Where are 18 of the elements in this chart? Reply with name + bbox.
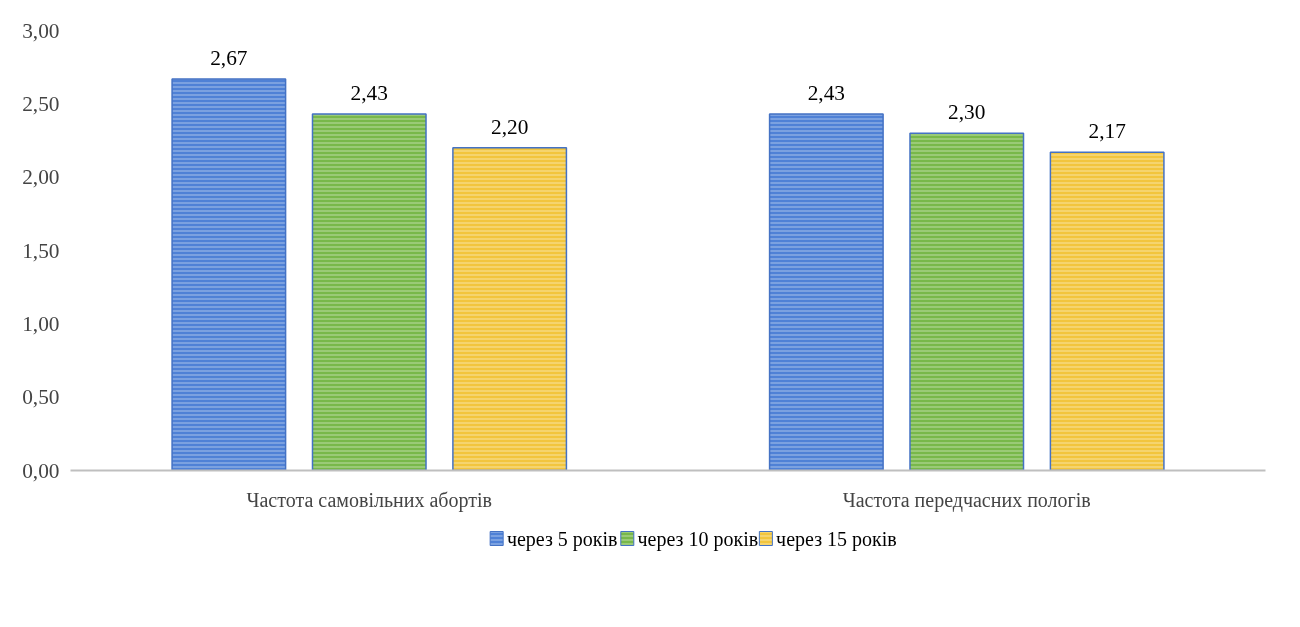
- y-tick-label: 2,00: [22, 165, 60, 190]
- y-tick-label: 1,50: [22, 238, 60, 263]
- y-tick-label: 1,00: [22, 311, 60, 336]
- legend-label: через 5 років: [506, 527, 618, 551]
- y-tick-label: 0,00: [22, 458, 60, 483]
- x-tick-label: Частота самовільних абортів: [246, 488, 493, 512]
- data-label: 2,20: [491, 114, 529, 139]
- data-label: 2,17: [1088, 119, 1127, 144]
- y-tick-label: 3,00: [22, 18, 60, 43]
- legend-label: через 15 років: [776, 527, 897, 551]
- x-tick-label: Частота передчасних пологів: [842, 488, 1091, 512]
- legend-label: через 10 років: [637, 527, 759, 551]
- data-label: 2,43: [807, 81, 845, 106]
- data-label: 2,43: [350, 81, 388, 106]
- data-label: 2,30: [948, 100, 986, 125]
- data-label: 2,67: [210, 45, 248, 70]
- y-tick-label: 0,50: [22, 385, 60, 410]
- y-tick-label: 2,50: [22, 91, 60, 116]
